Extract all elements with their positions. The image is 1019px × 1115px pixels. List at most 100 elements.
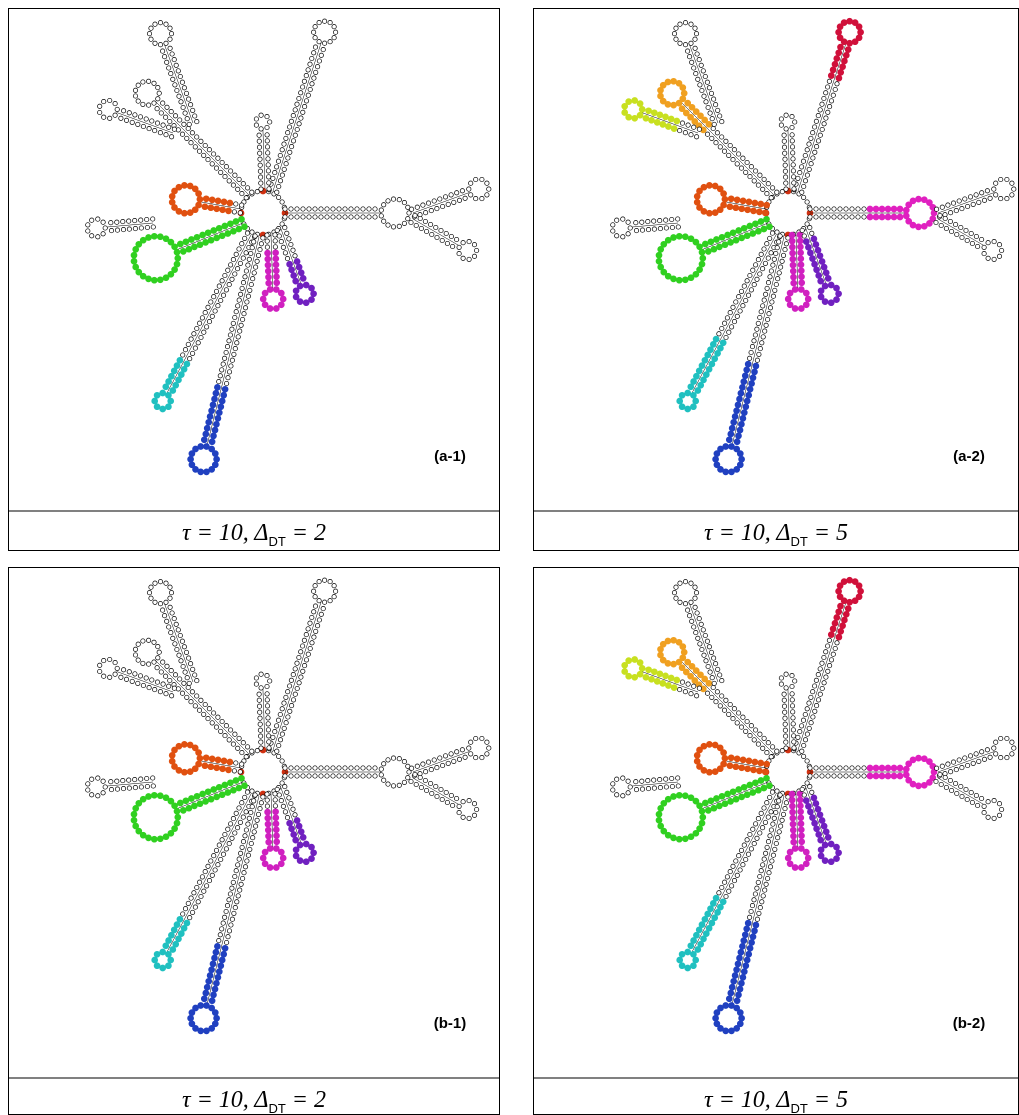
- nucleotide: [784, 181, 788, 185]
- nucleotide: [716, 667, 720, 671]
- nucleotide: [291, 273, 297, 279]
- nucleotide: [285, 790, 289, 794]
- nucleotide: [161, 660, 165, 664]
- nucleotide: [252, 240, 256, 244]
- nucleotide: [833, 646, 837, 650]
- nucleotide: [460, 189, 464, 193]
- nucleotide: [732, 148, 736, 152]
- nucleotide: [665, 683, 671, 689]
- nucleotide: [721, 750, 727, 756]
- nucleotide: [226, 767, 232, 773]
- nucleotide: [622, 110, 628, 116]
- nucleotide: [847, 599, 853, 605]
- nucleotide: [101, 220, 105, 224]
- nucleotide: [186, 97, 190, 101]
- nucleotide: [834, 844, 840, 850]
- nucleotide: [832, 61, 838, 67]
- nucleotide: [169, 758, 175, 764]
- nucleotide: [273, 821, 279, 827]
- nucleotide: [891, 206, 897, 212]
- nucleotide: [144, 117, 148, 121]
- nucleotide: [173, 114, 177, 118]
- nucleotide: [693, 46, 697, 50]
- nucleotide: [133, 777, 137, 781]
- nucleotide: [785, 296, 791, 302]
- nucleotide: [147, 32, 151, 36]
- nucleotide: [229, 364, 233, 368]
- nucleotide: [131, 811, 137, 817]
- backbone: [273, 602, 321, 750]
- nucleotide: [220, 368, 224, 372]
- nucleotide: [214, 794, 220, 800]
- nucleotide: [717, 332, 721, 336]
- nucleotide: [646, 778, 650, 782]
- nucleotide: [681, 90, 687, 96]
- nucleotide: [240, 191, 244, 195]
- nucleotide: [302, 638, 306, 642]
- nucleotide: [814, 703, 818, 707]
- nucleotide: [856, 207, 860, 211]
- nucleotide: [992, 239, 996, 243]
- nucleotide: [219, 729, 223, 733]
- nucleotide: [236, 226, 242, 232]
- nucleotide: [763, 820, 767, 824]
- nucleotide: [172, 803, 178, 809]
- nucleotide: [763, 261, 767, 265]
- nucleotide: [457, 245, 461, 249]
- nucleotide: [252, 830, 256, 834]
- nucleotide: [215, 974, 221, 980]
- backbone: [938, 219, 985, 246]
- nucleotide: [671, 685, 677, 691]
- nucleotide: [739, 166, 743, 170]
- nucleotide: [158, 602, 162, 606]
- nucleotide: [214, 289, 218, 293]
- nucleotide: [897, 773, 903, 779]
- nucleotide: [299, 675, 303, 679]
- nucleotide: [955, 791, 959, 795]
- nucleotide: [768, 275, 772, 279]
- nucleotide: [755, 358, 759, 362]
- nucleotide: [689, 41, 693, 45]
- nucleotide: [800, 228, 804, 232]
- nucleotide: [295, 127, 299, 131]
- nucleotide: [349, 766, 353, 770]
- nucleotide: [736, 152, 740, 156]
- nucleotide: [276, 195, 280, 199]
- nucleotide: [297, 681, 301, 685]
- nucleotide: [168, 119, 172, 123]
- nucleotide: [273, 250, 279, 256]
- nucleotide: [721, 191, 727, 197]
- nucleotide: [697, 686, 701, 690]
- nucleotide: [178, 118, 182, 122]
- nucleotide: [265, 125, 269, 129]
- nucleotide: [826, 110, 830, 114]
- nucleotide: [168, 585, 172, 589]
- nucleotide: [450, 803, 454, 807]
- nucleotide: [102, 658, 106, 662]
- nucleotide: [332, 595, 336, 599]
- nucleotide: [975, 244, 979, 248]
- nucleotide: [651, 110, 657, 116]
- nucleotide: [979, 237, 983, 241]
- nucleotide: [141, 124, 145, 128]
- nucleotide: [139, 777, 143, 781]
- nucleotide: [750, 344, 754, 348]
- nucleotide: [678, 22, 682, 26]
- nucleotide: [791, 839, 797, 845]
- nucleotide: [649, 676, 655, 682]
- nucleotide: [207, 148, 211, 152]
- nucleotide: [238, 329, 242, 333]
- nucleotide: [124, 677, 128, 681]
- nucleotide: [191, 108, 195, 112]
- nucleotide: [413, 772, 417, 776]
- nucleotide: [767, 871, 771, 875]
- nucleotide: [174, 820, 180, 826]
- nucleotide: [109, 780, 113, 784]
- nucleotide: [750, 790, 756, 796]
- nucleotide: [121, 227, 125, 231]
- nucleotide: [274, 274, 280, 280]
- nucleotide: [265, 692, 269, 696]
- nucleotide: [748, 832, 752, 836]
- nucleotide: [702, 653, 706, 657]
- nucleotide: [220, 160, 224, 164]
